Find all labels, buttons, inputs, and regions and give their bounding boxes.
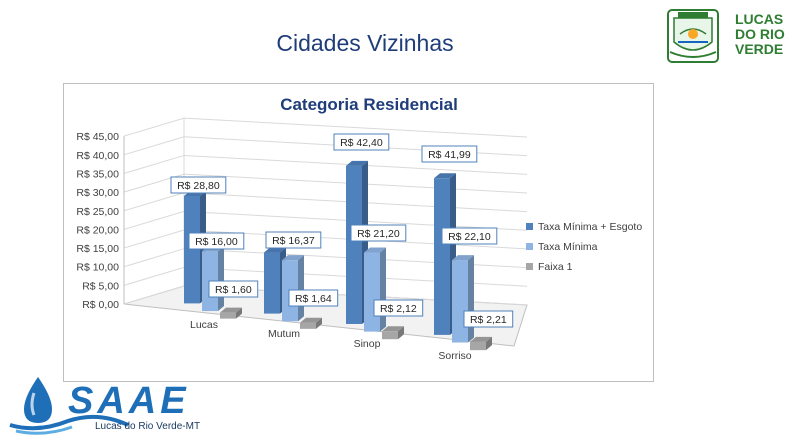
y-tick-label: R$ 35,00: [76, 168, 119, 180]
bar-side: [236, 307, 242, 319]
brand-line-3: VERDE: [735, 41, 784, 57]
y-tick-label: R$ 0,00: [82, 299, 119, 311]
bar-top: [452, 255, 474, 261]
data-label: R$ 21,20: [357, 228, 400, 240]
data-label: R$ 28,80: [177, 180, 220, 192]
bar-side: [298, 255, 304, 322]
bar-sorriso-series-2: [452, 260, 468, 343]
y-tick-label: R$ 30,00: [76, 187, 119, 199]
legend-swatch-2: [526, 243, 533, 250]
data-label-box: [265, 231, 322, 249]
data-label-box: [441, 227, 498, 245]
legend-label-1: Taxa Mínima + Esgoto: [538, 221, 642, 233]
lucas-do-rio-verde-logo: [667, 9, 719, 63]
bar-top: [346, 160, 368, 166]
brand-line-2: DO RIO: [735, 26, 785, 42]
x-category-label: Sorriso: [438, 350, 471, 362]
data-label-box: [170, 176, 227, 194]
bar-sorriso-series-1: [434, 178, 450, 335]
y-tick-label: R$ 10,00: [76, 262, 119, 274]
data-label: R$ 42,40: [340, 137, 383, 149]
chart-title: Categoria Residencial: [280, 95, 458, 114]
data-label-box: [463, 310, 514, 328]
chart-frame: Categoria Residencial R$ 0,00 R$ 5,00 R$ 1…: [63, 83, 654, 382]
bar-top: [282, 255, 304, 261]
data-label-box: [333, 133, 390, 151]
data-label: R$ 16,00: [195, 236, 238, 248]
bar-sorriso-series-3: [470, 341, 486, 351]
x-category-label: Lucas: [190, 319, 218, 331]
data-label-box: [288, 289, 339, 307]
bar-side: [218, 246, 224, 312]
y-tick-label: R$ 20,00: [76, 224, 119, 236]
bar-top: [300, 317, 322, 323]
bar-side: [486, 336, 492, 351]
y-tick-label: R$ 40,00: [76, 150, 119, 162]
data-label: R$ 41,99: [428, 149, 471, 161]
bar-lucas-series-1: [184, 195, 200, 304]
data-label: R$ 1,64: [295, 293, 332, 305]
y-tick-label: R$ 25,00: [76, 206, 119, 218]
legend-label-2: Taxa Mínima: [538, 241, 598, 253]
bar-side: [468, 255, 474, 343]
bar-side: [316, 317, 322, 329]
saae-subtitle: Lucas do Rio Verde-MT: [95, 421, 201, 432]
data-label: R$ 2,12: [380, 303, 417, 315]
x-category-label: Sinop: [354, 338, 381, 350]
x-category-label: Mutum: [268, 328, 300, 340]
bar-top: [382, 326, 404, 332]
saae-wordmark: SAAE: [68, 380, 190, 422]
brand-name: LUCAS DO RIO VERDE: [735, 12, 785, 57]
data-label: R$ 16,37: [272, 235, 315, 247]
data-label: R$ 22,10: [448, 231, 491, 243]
bar-lucas-series-3: [220, 312, 236, 319]
bar-mutum-series-1: [264, 252, 280, 314]
brand-line-1: LUCAS: [735, 11, 784, 27]
bar-side: [398, 326, 404, 340]
legend-label-3: Faixa 1: [538, 261, 573, 273]
bar-sinop-series-2: [364, 252, 380, 332]
data-label-box: [350, 224, 407, 242]
bar-top: [434, 173, 456, 179]
data-label-box: [421, 145, 478, 163]
y-tick-label: R$ 45,00: [76, 131, 119, 143]
data-label: R$ 1,60: [215, 284, 252, 296]
y-tick-label: R$ 15,00: [76, 243, 119, 255]
slide-title: Cidades Vizinhas: [276, 30, 454, 56]
bar-top: [364, 247, 386, 253]
data-label-box: [208, 280, 259, 298]
data-label-box: [373, 299, 424, 317]
bar-side: [380, 247, 386, 332]
bar-mutum-series-3: [300, 322, 316, 329]
data-label-box: [188, 232, 245, 250]
saae-logo: SAAE: [9, 377, 190, 435]
data-label: R$ 2,21: [470, 314, 507, 326]
bar-sinop-series-1: [346, 165, 362, 324]
bar-top: [264, 247, 286, 253]
residential-chart: Categoria Residencial R$ 0,00 R$ 5,00 R$ 1…: [76, 95, 642, 362]
bar-top: [470, 336, 492, 342]
y-tick-label: R$ 5,00: [82, 280, 119, 292]
legend-swatch-1: [526, 223, 533, 230]
bar-sinop-series-3: [382, 331, 398, 340]
bar-top: [220, 307, 242, 313]
legend-swatch-3: [526, 263, 533, 270]
